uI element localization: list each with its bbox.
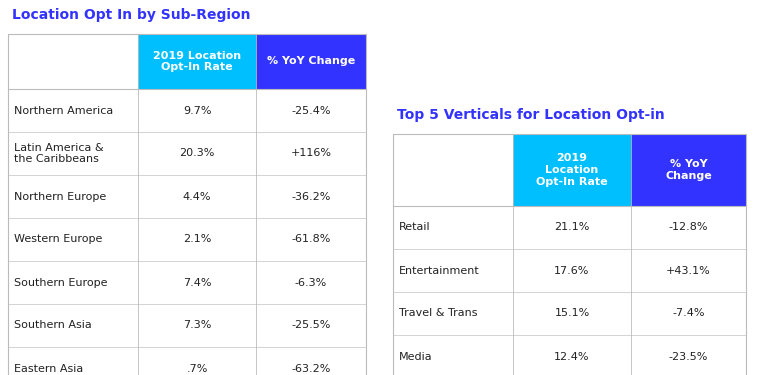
Text: 9.7%: 9.7% — [183, 105, 211, 116]
Text: Latin America &
the Caribbeans: Latin America & the Caribbeans — [14, 143, 104, 164]
Bar — [138, 34, 256, 89]
Text: 2019 Location
Opt-In Rate: 2019 Location Opt-In Rate — [153, 51, 241, 72]
Text: -12.8%: -12.8% — [669, 222, 708, 232]
Bar — [631, 134, 746, 206]
Bar — [393, 134, 746, 375]
Text: Travel & Trans: Travel & Trans — [399, 309, 478, 318]
Text: 2019
Location
Opt-In Rate: 2019 Location Opt-In Rate — [536, 153, 608, 187]
Bar — [256, 34, 366, 89]
Text: Media: Media — [399, 351, 432, 361]
Text: -23.5%: -23.5% — [669, 351, 708, 361]
Text: 7.3%: 7.3% — [183, 321, 211, 330]
Bar — [513, 134, 631, 206]
Text: +43.1%: +43.1% — [666, 266, 711, 276]
Text: .7%: .7% — [186, 363, 208, 374]
Text: -36.2%: -36.2% — [292, 192, 331, 201]
Text: Retail: Retail — [399, 222, 431, 232]
Text: Location Opt In by Sub-Region: Location Opt In by Sub-Region — [12, 8, 250, 22]
Text: Eastern Asia: Eastern Asia — [14, 363, 83, 374]
Text: Top 5 Verticals for Location Opt-in: Top 5 Verticals for Location Opt-in — [397, 108, 665, 122]
Text: -61.8%: -61.8% — [292, 234, 331, 244]
Text: Northern America: Northern America — [14, 105, 113, 116]
Text: Western Europe: Western Europe — [14, 234, 102, 244]
Text: 15.1%: 15.1% — [554, 309, 590, 318]
Text: 21.1%: 21.1% — [554, 222, 590, 232]
Text: Entertainment: Entertainment — [399, 266, 479, 276]
Text: -25.5%: -25.5% — [292, 321, 331, 330]
Text: % YoY
Change: % YoY Change — [665, 159, 712, 181]
Text: Southern Asia: Southern Asia — [14, 321, 91, 330]
Text: Northern Europe: Northern Europe — [14, 192, 106, 201]
Text: +116%: +116% — [290, 148, 332, 159]
Text: -63.2%: -63.2% — [292, 363, 331, 374]
Text: 12.4%: 12.4% — [554, 351, 590, 361]
Text: 20.3%: 20.3% — [179, 148, 215, 159]
Text: Southern Europe: Southern Europe — [14, 278, 107, 288]
Text: 7.4%: 7.4% — [183, 278, 211, 288]
Text: -7.4%: -7.4% — [673, 309, 705, 318]
Text: 2.1%: 2.1% — [183, 234, 211, 244]
Text: -25.4%: -25.4% — [291, 105, 331, 116]
Text: % YoY Change: % YoY Change — [267, 57, 355, 66]
Bar — [8, 34, 366, 375]
Text: 17.6%: 17.6% — [554, 266, 590, 276]
Text: -6.3%: -6.3% — [295, 278, 327, 288]
Text: 4.4%: 4.4% — [183, 192, 211, 201]
